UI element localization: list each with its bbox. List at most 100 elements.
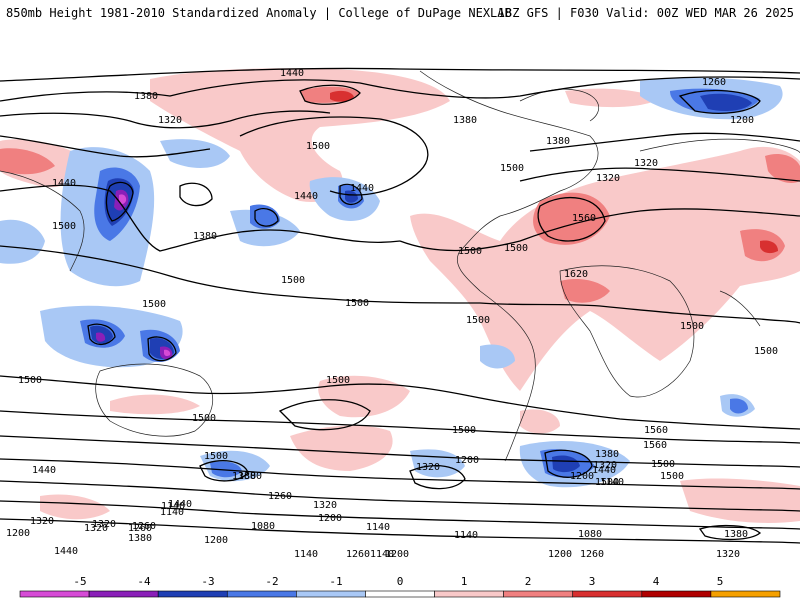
- colorbar-tick-label: -1: [329, 575, 342, 588]
- contour-label: 1380: [193, 231, 217, 242]
- height-contour: [519, 167, 800, 182]
- height-contour: [0, 110, 331, 129]
- colorbar-tick-label: -4: [137, 575, 151, 588]
- contour-label: 1440: [168, 499, 192, 510]
- height-contour: [278, 399, 371, 431]
- colorbar-tick-label: 1: [461, 575, 468, 588]
- colorbar-swatch: [226, 590, 297, 598]
- contour-label: 1080: [578, 529, 602, 540]
- contour-label: 1320: [313, 500, 337, 511]
- contour-label: 1140: [454, 530, 478, 541]
- height-contours: [0, 67, 800, 544]
- anomaly-colorbar: -5 -4 -3 -2 -1 0 1 2 3 4 5: [19, 575, 781, 598]
- contour-label: 1560: [643, 440, 667, 451]
- contour-label: 1500: [660, 471, 684, 482]
- contour-label: 1140: [160, 507, 184, 518]
- colorbar-swatch: [365, 590, 435, 598]
- contour-label: 1500: [500, 163, 524, 174]
- contour-label: 1260: [128, 523, 152, 534]
- height-contour: [0, 184, 401, 252]
- contour-label: 1500: [680, 321, 704, 332]
- contour-label: 1560: [572, 213, 596, 224]
- colorbar-swatch: [503, 590, 574, 598]
- contour-label: 1380: [232, 471, 256, 482]
- height-contour: [0, 480, 800, 512]
- colorbar-tick-label: 3: [589, 575, 596, 588]
- height-contour: [239, 116, 429, 196]
- height-contour: [0, 410, 800, 444]
- contour-label: 1500: [754, 346, 778, 357]
- height-contour: [87, 323, 116, 346]
- contour-label: 1560: [644, 425, 668, 436]
- contour-label: 1500: [345, 298, 369, 309]
- height-contour: [409, 465, 466, 490]
- colorbar-swatch: [572, 590, 643, 598]
- contour-label: 1200: [455, 455, 479, 466]
- contour-label: 1260: [132, 521, 156, 532]
- height-contour: [0, 245, 481, 304]
- contour-label: 1500: [142, 299, 166, 310]
- contour-label: 1200: [548, 549, 572, 560]
- contour-label: 1500: [326, 375, 350, 386]
- height-contour: [199, 460, 249, 482]
- colorbar-tick-label: -2: [265, 575, 278, 588]
- height-contour: [0, 435, 800, 468]
- contour-label: 1380: [453, 115, 477, 126]
- contour-label: 1380: [546, 136, 570, 147]
- model-run-info: 18Z GFS | F030 Valid: 00Z WED MAR 26 202…: [497, 6, 794, 20]
- contour-label: 1320: [634, 158, 658, 169]
- height-contour: [399, 208, 800, 252]
- contour-label: 1500: [52, 221, 76, 232]
- contour-label: 1140: [366, 522, 390, 533]
- height-contour: [339, 183, 363, 206]
- contour-label: 1200: [6, 528, 30, 539]
- contour-label: 1440: [280, 68, 304, 79]
- contour-label: 1200: [385, 549, 409, 560]
- height-contour: [0, 135, 211, 158]
- contour-label: 1260: [346, 549, 370, 560]
- contour-label: 1440: [592, 465, 616, 476]
- contour-label: 1200: [204, 535, 228, 546]
- contour-label: 1500: [204, 451, 228, 462]
- contour-label: 1500: [452, 425, 476, 436]
- colorbar-swatches: [19, 590, 781, 598]
- contour-label: 1200: [730, 115, 754, 126]
- contour-label: 1320: [158, 115, 182, 126]
- colorbar-swatch: [157, 590, 228, 598]
- height-contour: [479, 302, 800, 324]
- height-contour: [0, 458, 800, 490]
- contour-label: 1440: [32, 465, 56, 476]
- contour-label: 1620: [564, 269, 588, 280]
- contour-label: 1440: [350, 183, 374, 194]
- contour-label: 1260: [702, 77, 726, 88]
- colorbar-swatch: [88, 590, 159, 598]
- contour-label: 1140: [161, 501, 185, 512]
- height-contour: [0, 76, 800, 102]
- contour-label: 1440: [54, 546, 78, 557]
- contour-label: 1320: [30, 516, 54, 527]
- colorbar-tick-label: 4: [653, 575, 660, 588]
- height-contour: [179, 182, 213, 207]
- contour-label: 1200: [318, 513, 342, 524]
- contour-label: 1320: [593, 460, 617, 471]
- colorbar-swatch: [19, 590, 90, 598]
- height-contour: [678, 89, 761, 114]
- contour-label: 1320: [416, 462, 440, 473]
- colorbar-swatch: [710, 590, 781, 598]
- contour-label: 1380: [595, 449, 619, 460]
- height-contour: [299, 84, 361, 105]
- height-contour: [698, 524, 762, 541]
- height-contour: [0, 500, 800, 530]
- contour-label: 1500: [595, 477, 619, 488]
- contour-label: 1440: [294, 191, 318, 202]
- contour-label: 1320: [92, 519, 116, 530]
- contour-label: 1140: [294, 549, 318, 560]
- colorbar-tick-label: 5: [717, 575, 724, 588]
- height-contour: [105, 181, 134, 222]
- contour-label: 1080: [251, 521, 275, 532]
- contour-label: 1500: [281, 275, 305, 286]
- contour-label: 1500: [651, 459, 675, 470]
- colorbar-tick-label: -3: [201, 575, 214, 588]
